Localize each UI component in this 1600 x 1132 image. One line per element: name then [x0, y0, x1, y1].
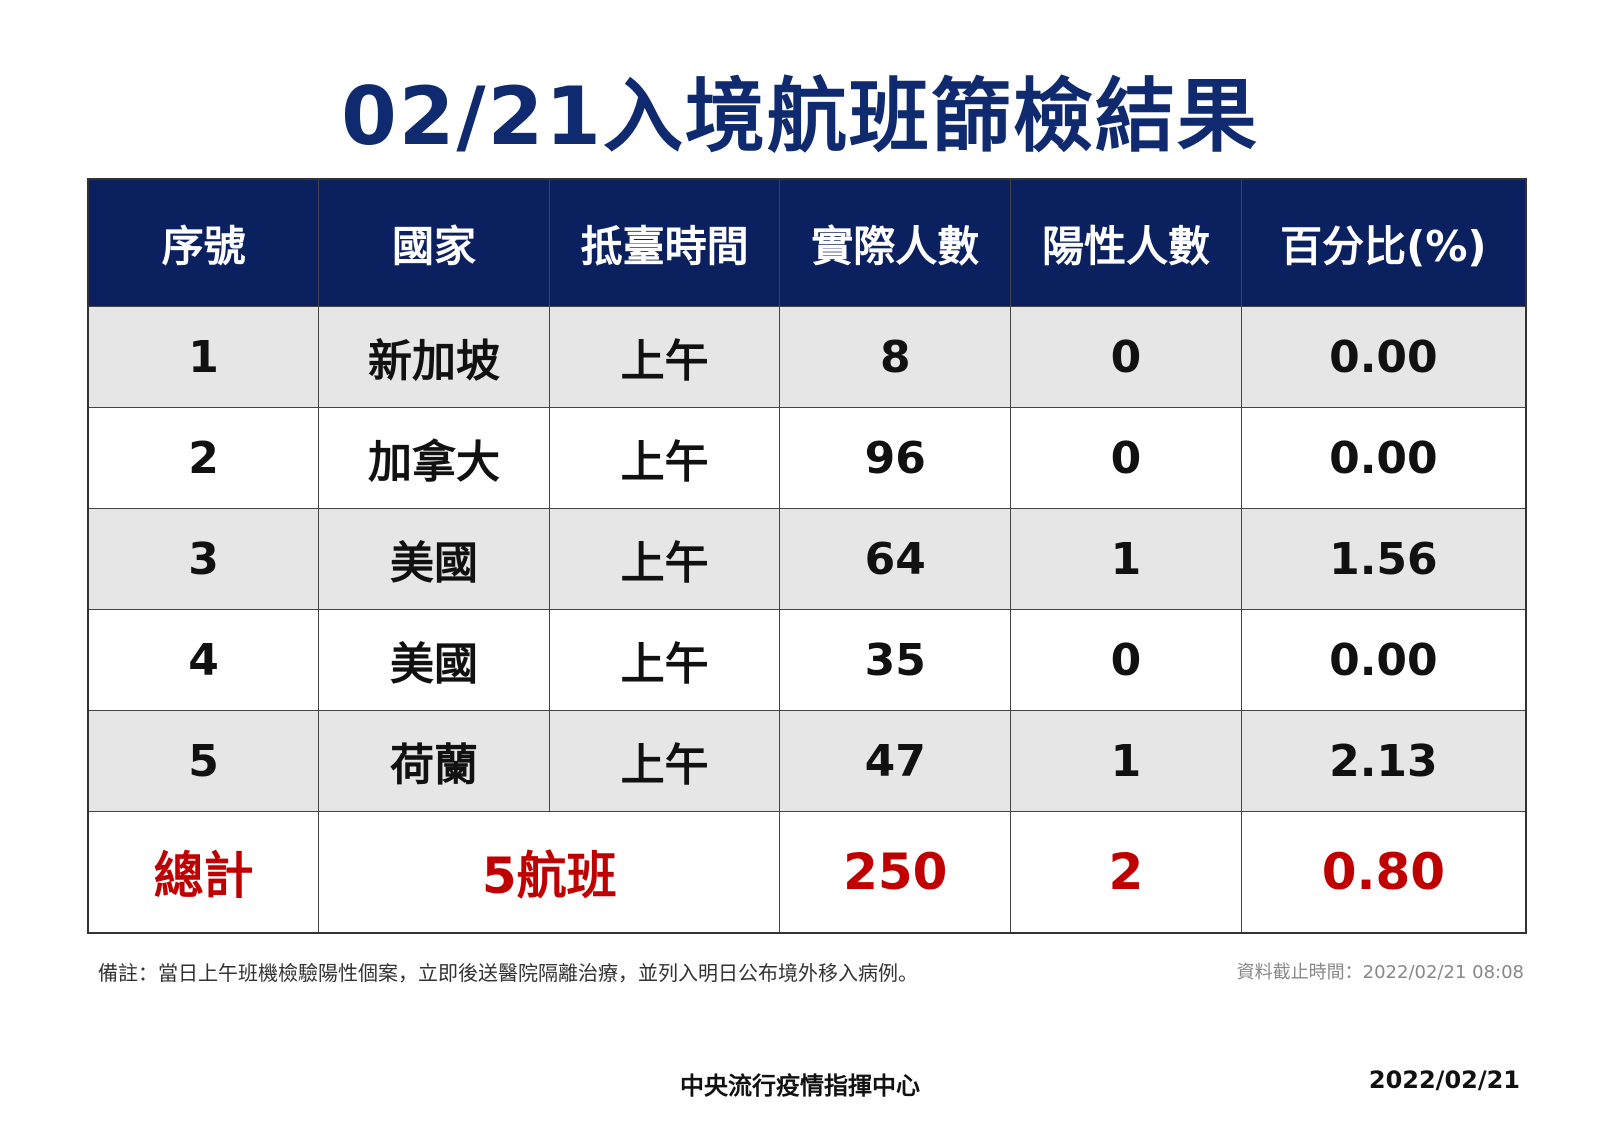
- table-row: 3 美國 上午 64 1 1.56: [87, 508, 1527, 610]
- table-row: 5 荷蘭 上午 47 1 2.13: [87, 710, 1527, 812]
- table-row: 4 美國 上午 35 0 0.00: [87, 609, 1527, 711]
- organization-name: 中央流行疫情指揮中心: [680, 1072, 920, 1100]
- cell-country: 加拿大: [318, 407, 550, 509]
- total-flights: 5航班: [318, 811, 781, 934]
- cell-passengers: 96: [779, 407, 1012, 509]
- cell-passengers: 8: [779, 306, 1012, 408]
- cell-country: 美國: [318, 508, 550, 610]
- cell-country: 新加坡: [318, 306, 550, 408]
- cell-no: 1: [87, 306, 320, 408]
- total-positive: 2: [1010, 811, 1242, 934]
- header-country: 國家: [318, 178, 550, 307]
- cell-arrival-time: 上午: [548, 407, 781, 509]
- cell-arrival-time: 上午: [548, 609, 781, 711]
- total-label: 總計: [87, 811, 320, 934]
- cell-arrival-time: 上午: [548, 508, 781, 610]
- cell-percent: 0.00: [1240, 407, 1527, 509]
- total-percent: 0.80: [1240, 811, 1527, 934]
- cell-percent: 1.56: [1240, 508, 1527, 610]
- cell-no: 3: [87, 508, 320, 610]
- page-title: 02/21入境航班篩檢結果: [341, 70, 1259, 163]
- cell-arrival-time: 上午: [548, 710, 781, 812]
- cell-positive: 0: [1010, 306, 1242, 408]
- header-percent: 百分比(%): [1240, 178, 1527, 307]
- data-cutoff-time: 資料截止時間：2022/02/21 08:08: [1236, 962, 1524, 983]
- cell-no: 4: [87, 609, 320, 711]
- header-arrival-time: 抵臺時間: [548, 178, 781, 307]
- header-passengers: 實際人數: [779, 178, 1012, 307]
- cell-positive: 0: [1010, 407, 1242, 509]
- cell-positive: 1: [1010, 508, 1242, 610]
- cell-percent: 2.13: [1240, 710, 1527, 812]
- cell-no: 2: [87, 407, 320, 509]
- header-positive: 陽性人數: [1010, 178, 1242, 307]
- cell-percent: 0.00: [1240, 306, 1527, 408]
- screening-results-table: 序號 國家 抵臺時間 實際人數 陽性人數 百分比(%) 1 新加坡 上午 8 0 0.00…: [87, 178, 1527, 934]
- header-no: 序號: [87, 178, 320, 307]
- cell-passengers: 47: [779, 710, 1012, 812]
- publish-date: 2022/02/21: [1368, 1066, 1520, 1094]
- table-header-row: 序號 國家 抵臺時間 實際人數 陽性人數 百分比(%): [87, 178, 1527, 307]
- table-row: 2 加拿大 上午 96 0 0.00: [87, 407, 1527, 509]
- cell-passengers: 64: [779, 508, 1012, 610]
- cell-arrival-time: 上午: [548, 306, 781, 408]
- total-passengers: 250: [779, 811, 1012, 934]
- cell-no: 5: [87, 710, 320, 812]
- cell-positive: 1: [1010, 710, 1242, 812]
- cell-country: 荷蘭: [318, 710, 550, 812]
- footnote: 備註：當日上午班機檢驗陽性個案，立即後送醫院隔離治療，並列入明日公布境外移入病例…: [98, 961, 918, 985]
- total-row: 總計 5航班 250 2 0.80: [87, 811, 1527, 934]
- cell-positive: 0: [1010, 609, 1242, 711]
- cell-passengers: 35: [779, 609, 1012, 711]
- table-row: 1 新加坡 上午 8 0 0.00: [87, 306, 1527, 408]
- cell-country: 美國: [318, 609, 550, 711]
- cell-percent: 0.00: [1240, 609, 1527, 711]
